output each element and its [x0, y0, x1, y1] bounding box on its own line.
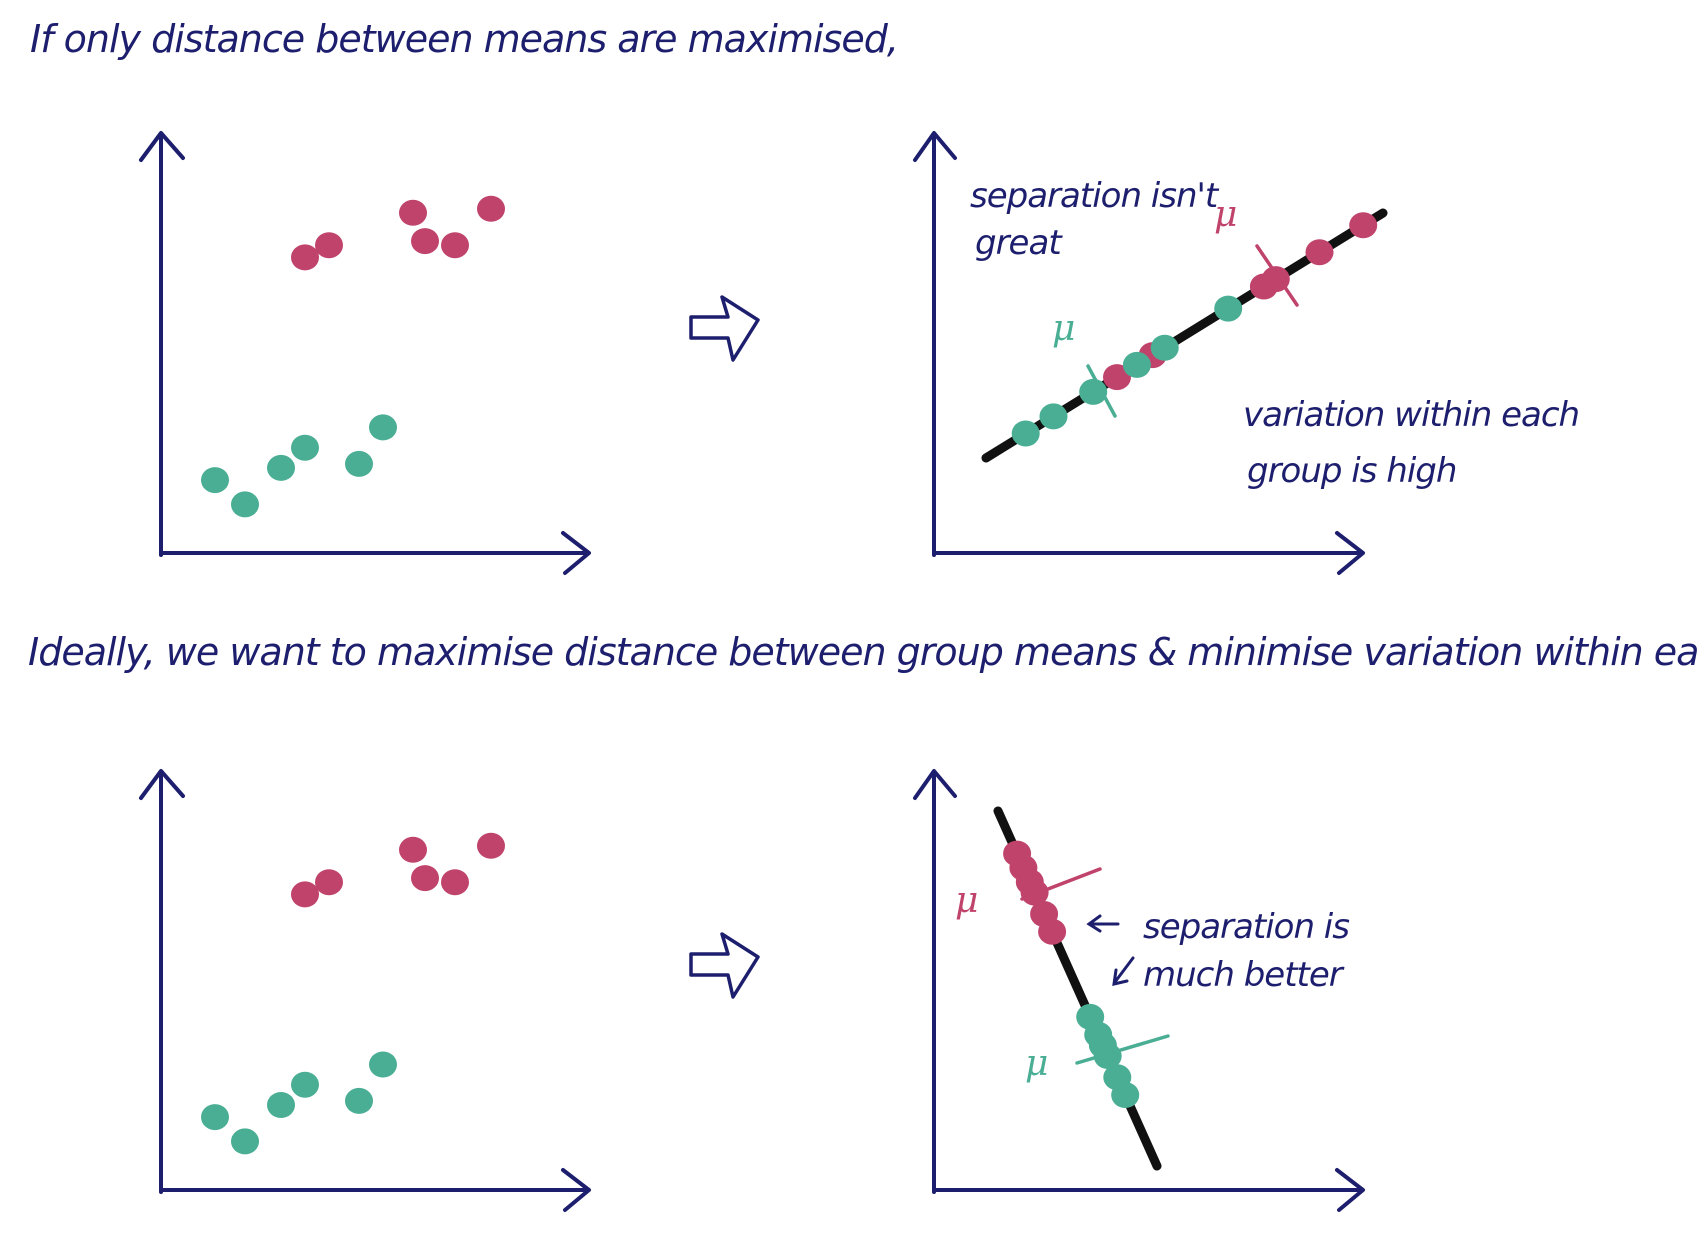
- data-point-group-b: [1011, 420, 1040, 447]
- scatter-points: [201, 195, 505, 518]
- data-point-group-b: [201, 1104, 229, 1131]
- y-axis: [913, 131, 957, 557]
- data-point-group-a: [411, 865, 439, 892]
- data-point-group-a: [411, 228, 439, 255]
- panel-projection-fisher: μ μ separation is much better: [913, 769, 1365, 1212]
- down-left-arrow-icon: [1112, 956, 1135, 986]
- data-point-group-a: [315, 869, 343, 896]
- heading-bottom: Ideally, we want to maximise distance be…: [28, 630, 1700, 674]
- mu-label-b: μ: [1052, 308, 1075, 349]
- data-point-group-b: [1079, 378, 1108, 405]
- projected-points: [1011, 212, 1378, 447]
- data-point-group-b: [1150, 334, 1179, 361]
- data-point-group-a: [1261, 266, 1290, 293]
- mu-label-a: μ: [1214, 194, 1237, 235]
- data-point-group-a: [1305, 239, 1334, 266]
- mu-label-a: μ: [955, 880, 978, 921]
- data-point-group-b: [231, 1128, 259, 1155]
- note-variation-high-line1: variation within each: [1243, 395, 1579, 435]
- y-axis: [139, 131, 185, 557]
- panel-projection-means-only: μ μ separation isn't great variation wit…: [913, 131, 1580, 575]
- data-point-group-a: [291, 881, 319, 908]
- mu-label-b: μ: [1025, 1043, 1048, 1084]
- data-point-group-a: [441, 869, 469, 896]
- x-axis: [932, 1168, 1365, 1212]
- note-separation-better-line1: separation is: [1143, 907, 1349, 947]
- data-point-group-b: [291, 1071, 319, 1098]
- data-point-group-b: [1214, 295, 1243, 322]
- data-point-group-b: [369, 1051, 397, 1078]
- hollow-right-arrow-icon: [689, 295, 760, 362]
- x-axis: [159, 1168, 591, 1212]
- data-point-group-a: [1103, 364, 1131, 391]
- y-axis: [139, 769, 185, 1194]
- scatter-points: [201, 832, 505, 1155]
- x-axis: [932, 531, 1365, 575]
- data-point-group-b: [1039, 403, 1068, 430]
- heading-top: If only distance between means are maxim…: [30, 17, 898, 61]
- data-point-group-a: [1349, 212, 1378, 239]
- left-arrow-icon: [1086, 914, 1120, 933]
- data-point-group-b: [267, 454, 295, 481]
- data-point-group-a: [399, 836, 427, 863]
- data-point-group-b: [1122, 351, 1151, 378]
- data-point-group-b: [291, 434, 319, 461]
- data-point-group-a: [1038, 918, 1067, 945]
- mean-marker-b: [1075, 1034, 1170, 1065]
- y-axis: [913, 769, 957, 1194]
- panel-original-bottom: [139, 769, 591, 1212]
- data-point-group-b: [1093, 1043, 1122, 1069]
- data-point-group-b: [267, 1092, 295, 1118]
- note-separation-poor-line2: great: [975, 223, 1063, 263]
- note-separation-better-line2: much better: [1143, 955, 1345, 995]
- data-point-group-b: [345, 1087, 373, 1114]
- projected-points: [1003, 840, 1140, 1108]
- data-point-group-a: [399, 199, 427, 226]
- data-point-group-b: [369, 414, 397, 441]
- data-point-group-a: [315, 232, 343, 259]
- data-point-group-a: [291, 244, 319, 271]
- data-point-group-b: [1111, 1082, 1140, 1108]
- data-point-group-a: [477, 195, 505, 222]
- note-separation-poor-line1: separation isn't: [970, 176, 1220, 216]
- panel-original-top: [139, 131, 591, 575]
- data-point-group-b: [345, 450, 373, 477]
- data-point-group-a: [1020, 879, 1049, 906]
- data-point-group-a: [477, 832, 505, 859]
- data-point-group-b: [201, 467, 229, 494]
- data-point-group-b: [231, 491, 259, 518]
- data-point-group-a: [441, 232, 469, 259]
- note-variation-high-line2: group is high: [1247, 451, 1456, 491]
- x-axis: [159, 531, 591, 575]
- hollow-right-arrow-icon: [689, 932, 760, 999]
